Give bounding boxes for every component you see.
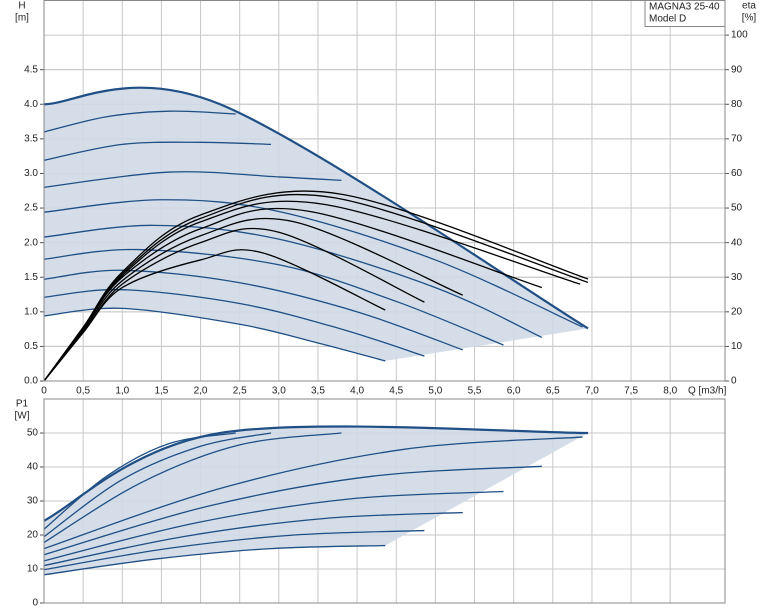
plot-border <box>43 398 726 604</box>
y-tick-label: 2.5 <box>24 203 38 214</box>
y2-tick-label: 10 <box>731 341 743 352</box>
curve <box>43 141 272 161</box>
y-tick-label: 10 <box>27 564 39 575</box>
y-tick-label: 3.0 <box>24 168 38 179</box>
y2-tick-label: 40 <box>731 237 743 248</box>
y2-tick-label: 50 <box>731 203 743 214</box>
annotation-box <box>644 0 726 27</box>
x-tick-label: 1,0 <box>115 386 129 397</box>
y2-tick-label: 100 <box>731 30 748 41</box>
y2-tick-label: 0 <box>731 376 737 387</box>
y-axis-unit: [m] <box>15 13 29 24</box>
annotation: MAGNA3 25-40 <box>649 2 720 13</box>
y-tick-label: 50 <box>27 428 39 439</box>
y2-tick-label: 70 <box>731 134 743 145</box>
y2-axis-unit: [%] <box>742 13 757 24</box>
annotation: Model D <box>649 14 686 25</box>
y-tick-label: 1.0 <box>24 306 38 317</box>
y-tick-label: 1.5 <box>24 272 38 283</box>
plot-border <box>43 0 726 382</box>
x-tick-label: 7,5 <box>624 386 638 397</box>
x-tick-label: 4,0 <box>350 386 364 397</box>
curve <box>43 529 425 571</box>
x-axis-label: Q [m3/h] <box>688 386 727 397</box>
y2-tick-label: 30 <box>731 272 743 283</box>
y-tick-label: 2.0 <box>24 237 38 248</box>
y-axis-unit: [W] <box>15 411 30 422</box>
y-tick-label: 0.0 <box>24 376 38 387</box>
x-tick-label: 7,0 <box>585 386 599 397</box>
curve <box>43 432 342 544</box>
y-axis-label: P1 <box>16 399 29 410</box>
y-tick-label: 3.5 <box>24 134 38 145</box>
y-tick-label: 4.0 <box>24 99 38 110</box>
y-tick-label: 30 <box>27 496 39 507</box>
y-tick-label: 0 <box>32 598 38 609</box>
curve <box>43 544 386 576</box>
curve <box>43 490 504 562</box>
efficiency-curve <box>43 217 464 382</box>
y2-tick-label: 20 <box>731 306 743 317</box>
x-tick-label: 8,0 <box>663 386 677 397</box>
curve <box>43 110 236 133</box>
y-tick-label: 20 <box>27 530 39 541</box>
x-tick-label: 0,5 <box>76 386 90 397</box>
y-tick-label: 40 <box>27 462 39 473</box>
efficiency-curve <box>43 227 425 382</box>
x-tick-label: 2,5 <box>233 386 247 397</box>
curve <box>43 436 583 550</box>
x-tick-label: 6,5 <box>546 386 560 397</box>
y2-axis-label: eta <box>742 1 756 12</box>
efficiency-curve <box>43 200 581 382</box>
y-axis-label: H <box>18 1 25 12</box>
curve <box>43 199 583 328</box>
operating-area <box>44 87 589 361</box>
x-tick-label: 3,5 <box>311 386 325 397</box>
curve <box>43 432 236 530</box>
curve <box>43 511 463 567</box>
x-tick-label: 5,0 <box>428 386 442 397</box>
x-tick-label: 4,5 <box>389 386 403 397</box>
efficiency-curve <box>43 190 589 382</box>
curve <box>43 465 542 556</box>
x-tick-label: 3,0 <box>272 386 286 397</box>
y2-tick-label: 60 <box>731 168 743 179</box>
x-tick-label: 6,0 <box>507 386 521 397</box>
x-tick-label: 2,0 <box>194 386 208 397</box>
curve <box>43 288 425 357</box>
curve <box>43 248 504 346</box>
y2-tick-label: 90 <box>731 64 743 75</box>
curve <box>43 432 272 538</box>
curve <box>43 224 543 339</box>
x-tick-label: 5,5 <box>468 386 482 397</box>
curve <box>43 171 342 188</box>
curve <box>43 86 589 330</box>
y-tick-label: 4.5 <box>24 64 38 75</box>
y-tick-label: 0.5 <box>24 341 38 352</box>
y2-tick-label: 80 <box>731 99 743 110</box>
x-tick-label: 1,5 <box>154 386 168 397</box>
curve <box>43 269 463 351</box>
x-tick-label: 0 <box>41 386 47 397</box>
